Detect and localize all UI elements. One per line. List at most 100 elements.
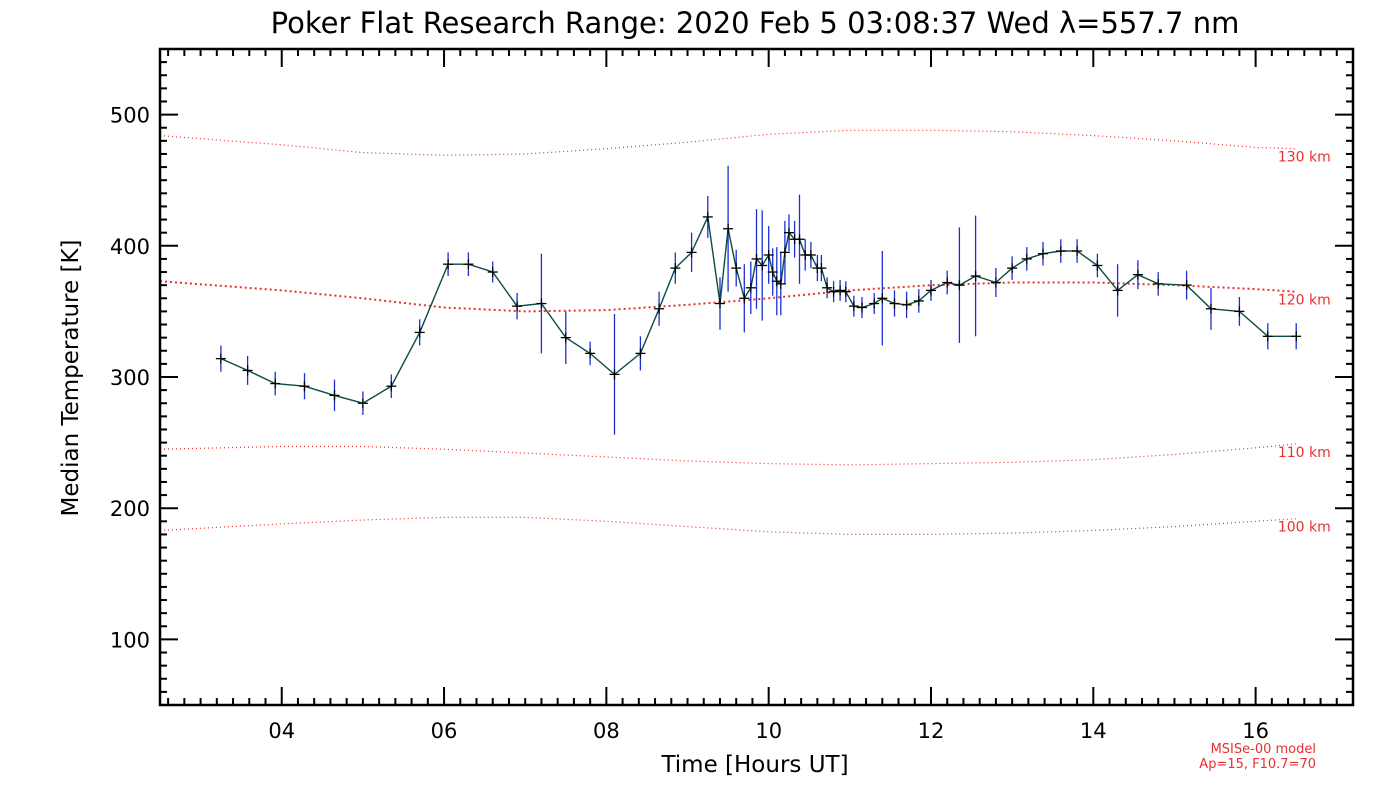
data-point	[299, 381, 310, 392]
data-point	[745, 282, 756, 293]
y-tick-label: 300	[110, 366, 150, 390]
model-label-130-km: 130 km	[1278, 150, 1331, 166]
data-point	[848, 301, 859, 312]
data-point	[585, 348, 596, 359]
data-point	[714, 298, 725, 309]
data-point	[751, 253, 762, 264]
data-point	[654, 303, 665, 314]
model-curve-120-km	[159, 280, 1297, 313]
x-tick-label: 06	[431, 719, 458, 743]
data-point	[1153, 278, 1164, 289]
chart-title: Poker Flat Research Range: 2020 Feb 5 03…	[271, 6, 1240, 40]
data-point	[816, 263, 827, 274]
data-point	[512, 301, 523, 312]
data-point	[1262, 331, 1273, 342]
data-point	[731, 263, 742, 274]
x-tick-label: 16	[1242, 719, 1269, 743]
data-point	[805, 249, 816, 260]
x-tick-label: 04	[268, 719, 295, 743]
model-curve-100-km	[159, 516, 1297, 536]
model-curves	[159, 129, 1297, 536]
data-point	[702, 211, 713, 222]
data-point	[357, 398, 368, 409]
data-point	[1021, 253, 1032, 264]
data-point	[329, 390, 340, 401]
x-tick-label: 10	[755, 719, 782, 743]
data-point	[443, 259, 454, 270]
data-point	[757, 260, 768, 271]
data-point	[686, 247, 697, 258]
data-point	[954, 280, 965, 291]
data-point	[869, 298, 880, 309]
data-point	[794, 234, 805, 245]
data-point	[1037, 248, 1048, 259]
model-curve-110-km	[159, 443, 1297, 466]
data-point	[487, 267, 498, 278]
y-axis-title: Median Temperature [K]	[58, 240, 84, 517]
data-point	[877, 293, 888, 304]
x-axis-title: Time [Hours UT]	[660, 752, 848, 778]
y-tick-label: 400	[110, 235, 150, 259]
model-altitude-labels: 130 km 120 km 110 km 100 km	[1278, 150, 1331, 536]
data-point	[1055, 246, 1066, 257]
data-point	[1181, 280, 1192, 291]
y-tick-label: 200	[110, 497, 150, 521]
data-point	[889, 298, 900, 309]
data-series-line	[220, 214, 1297, 404]
axis-ticks	[160, 49, 1354, 705]
data-point	[1291, 331, 1302, 342]
data-point	[913, 295, 924, 306]
data-point	[901, 299, 912, 310]
data-point	[925, 285, 936, 296]
data-point	[990, 277, 1001, 288]
model-label-100-km: 100 km	[1278, 520, 1331, 536]
data-point	[783, 227, 794, 238]
data-point	[635, 348, 646, 359]
data-point	[414, 327, 425, 338]
data-point	[386, 381, 397, 392]
data-point	[767, 267, 778, 278]
data-point	[270, 378, 281, 389]
data-point	[763, 249, 774, 260]
model-curve-130-km	[159, 129, 1297, 156]
data-point	[1092, 260, 1103, 271]
data-point	[942, 277, 953, 288]
data-point	[536, 298, 547, 309]
x-tick-label: 12	[918, 719, 945, 743]
plot-frame	[158, 47, 1355, 707]
data-point	[1007, 263, 1018, 274]
model-name-note: MSISe-00 model	[1211, 742, 1316, 757]
data-point	[609, 369, 620, 380]
data-point	[1234, 306, 1245, 317]
model-label-120-km: 120 km	[1278, 293, 1331, 309]
data-point	[828, 286, 839, 297]
data-point	[670, 263, 681, 274]
data-point	[739, 293, 750, 304]
data-point	[779, 247, 790, 258]
data-point	[560, 332, 571, 343]
data-point	[857, 302, 868, 313]
data-point	[215, 353, 226, 364]
data-point	[1205, 303, 1216, 314]
data-point	[970, 270, 981, 281]
data-point	[1132, 269, 1143, 280]
y-tick-label: 500	[110, 104, 150, 128]
data-point	[1112, 285, 1123, 296]
y-tick-label: 100	[110, 628, 150, 652]
series-line	[220, 214, 1297, 404]
data-point	[835, 285, 846, 296]
error-bars	[220, 165, 1297, 435]
model-params-note: Ap=15, F10.7=70	[1199, 757, 1316, 772]
data-markers	[215, 211, 1302, 409]
x-tick-label: 14	[1080, 719, 1107, 743]
data-point	[775, 278, 786, 289]
data-point	[463, 259, 474, 270]
data-point	[771, 276, 782, 287]
data-point	[1072, 246, 1083, 257]
data-point	[840, 286, 851, 297]
y-tick-labels: 100 200 300 400 500	[110, 104, 150, 653]
model-label-110-km: 110 km	[1278, 445, 1331, 461]
x-tick-label: 08	[593, 719, 620, 743]
x-tick-labels: 04 06 08 10 12 14 16	[268, 719, 1269, 743]
